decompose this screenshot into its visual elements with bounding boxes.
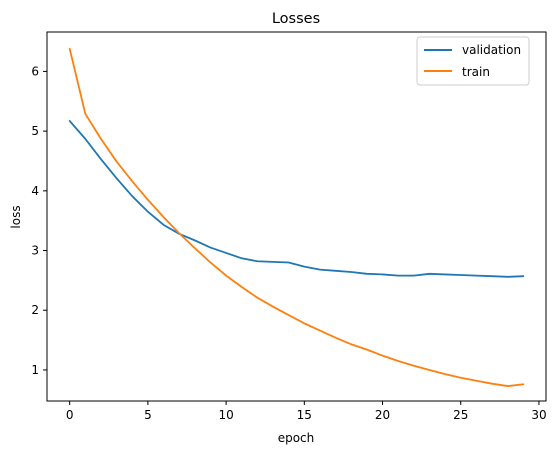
y-tick-label-3: 3: [31, 244, 39, 258]
chart-title: Losses: [272, 11, 320, 27]
x-tick-label-25: 25: [453, 408, 468, 422]
y-tick-label-1: 1: [31, 363, 39, 377]
plot-frame: [46, 31, 547, 402]
x-axis-label: epoch: [278, 431, 315, 445]
legend-label-validation: validation: [462, 43, 521, 57]
legend-label-train: train: [462, 65, 490, 79]
x-tick-label-5: 5: [144, 408, 152, 422]
y-tick-label-2: 2: [31, 303, 39, 317]
series-line-validation: [68, 120, 525, 278]
x-tick-label-15: 15: [297, 408, 312, 422]
x-tick-label-20: 20: [375, 408, 390, 422]
legend: validation train: [416, 36, 530, 86]
x-tick-label-10: 10: [218, 408, 233, 422]
y-tick-label-5: 5: [31, 124, 39, 138]
series-line-train: [68, 47, 525, 387]
x-tick-label-30: 30: [531, 408, 546, 422]
axis-ticks: 0 5 10 15 20 25 30 1 2 3 4 5 6: [31, 64, 546, 422]
plot-area: [68, 47, 525, 387]
y-axis-label: loss: [9, 205, 23, 228]
x-tick-label-0: 0: [66, 408, 74, 422]
y-tick-label-6: 6: [31, 64, 39, 78]
y-tick-label-4: 4: [31, 184, 39, 198]
